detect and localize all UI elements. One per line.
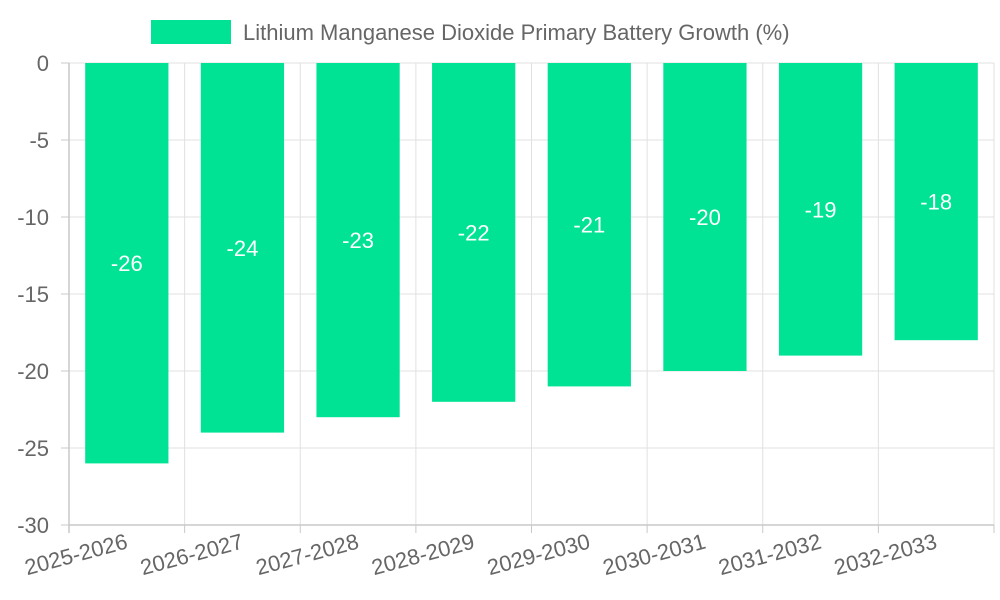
- legend-label: Lithium Manganese Dioxide Primary Batter…: [243, 20, 790, 45]
- bar[interactable]: [663, 63, 747, 371]
- x-tick-label: 2032-2033: [831, 529, 939, 580]
- y-tick-label: -25: [17, 436, 49, 461]
- y-tick-label: -20: [17, 359, 49, 384]
- x-tick-label: 2026-2027: [138, 529, 246, 580]
- y-tick-label: -30: [17, 513, 49, 538]
- bar-value-label: -21: [573, 213, 605, 238]
- bar-value-label: -26: [111, 251, 143, 276]
- bar[interactable]: [547, 63, 631, 387]
- x-tick-label: 2029-2030: [485, 529, 593, 580]
- x-axis: 2025-2026 2026-2027 2027-2028 2028-2029 2029…: [22, 524, 995, 580]
- y-tick-label: 0: [37, 51, 49, 76]
- legend-swatch: [151, 20, 231, 44]
- bar-value-label: -20: [689, 205, 721, 230]
- bar-value-label: -18: [920, 190, 952, 215]
- bars: [85, 63, 978, 464]
- bar-value-label: -19: [805, 197, 837, 222]
- bar[interactable]: [316, 63, 400, 418]
- bar-labels: -26 -24 -23 -22 -21 -20 -19 -18: [111, 190, 952, 277]
- x-tick-label: 2027-2028: [253, 529, 361, 580]
- bar-value-label: -22: [458, 220, 490, 245]
- y-axis: 0 -5 -10 -15 -20 -25 -30: [17, 51, 70, 538]
- bar-value-label: -24: [227, 236, 259, 261]
- x-tick-label: 2028-2029: [369, 529, 477, 580]
- legend[interactable]: Lithium Manganese Dioxide Primary Batter…: [151, 20, 790, 45]
- x-tick-label: 2030-2031: [600, 529, 708, 580]
- y-tick-label: -5: [29, 128, 49, 153]
- bar[interactable]: [778, 63, 863, 356]
- bar[interactable]: [894, 63, 978, 341]
- bar[interactable]: [432, 63, 516, 402]
- x-tick-label: 2031-2032: [716, 529, 824, 580]
- bar[interactable]: [200, 63, 285, 433]
- bar-value-label: -23: [342, 228, 374, 253]
- y-tick-label: -15: [17, 282, 49, 307]
- bar[interactable]: [85, 63, 169, 464]
- y-tick-label: -10: [17, 205, 49, 230]
